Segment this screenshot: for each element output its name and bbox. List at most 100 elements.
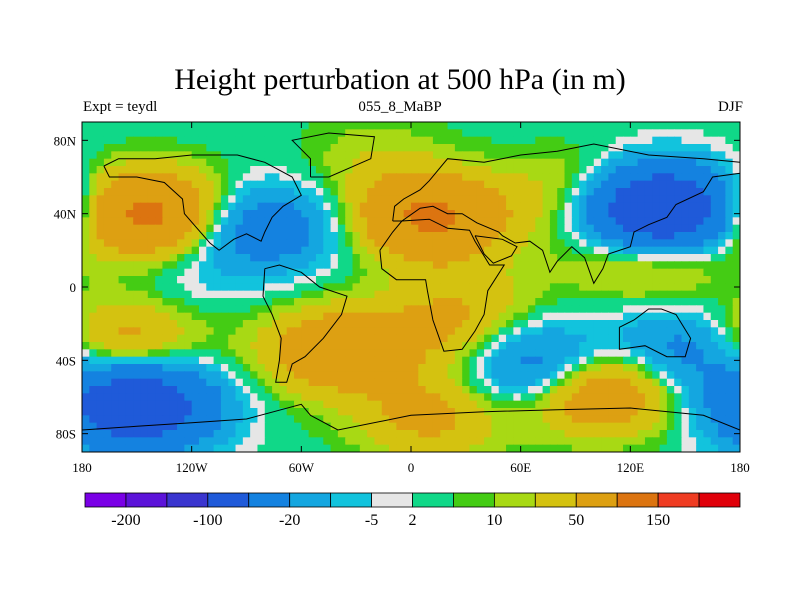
field-cell [133,268,142,277]
field-cell [725,239,734,248]
field-cell [147,232,156,240]
field-cell [103,224,112,233]
field-cell [608,400,617,409]
field-cell [710,415,719,424]
field-cell [330,188,339,196]
field-cell [447,400,456,409]
field-cell [220,378,229,387]
field-cell [403,400,412,409]
field-cell [374,224,383,233]
field-cell [228,312,237,321]
field-cell [118,122,127,130]
field-cell [257,415,266,424]
field-cell [674,400,683,409]
field-cell [118,268,127,277]
field-cell [469,283,478,292]
field-cell [257,371,266,380]
field-cell [345,393,354,402]
field-cell [323,232,332,240]
field-cell [659,422,668,431]
field-cell [703,195,712,204]
field-cell [177,129,185,138]
field-cell [82,334,90,343]
field-cell [710,136,719,145]
field-cell [513,400,522,409]
field-cell [301,254,310,262]
field-cell [367,166,376,174]
field-cell [557,320,566,328]
field-cell [345,246,354,255]
field-cell [191,239,200,248]
field-cell [301,312,310,321]
field-cell [323,210,332,218]
field-cell [264,430,273,438]
field-cell [155,268,164,277]
field-cell [250,386,259,394]
field-cell [337,364,346,372]
field-cell [411,129,419,138]
field-cell [674,364,683,372]
field-cell [257,305,266,314]
field-cell [235,122,244,130]
field-cell [725,202,734,211]
field-cell [476,364,485,372]
field-cell [206,188,215,196]
field-cell [272,305,280,314]
field-cell [557,408,566,416]
field-cell [681,298,690,306]
colorbar-swatch [371,492,413,508]
field-cell [447,371,456,380]
field-cell [718,378,726,387]
field-cell [476,371,485,380]
field-cell [652,342,661,350]
field-cell [381,430,390,438]
field-cell [447,393,456,402]
field-cell [732,312,740,321]
field-cell [264,283,273,292]
field-cell [579,129,588,138]
field-cell [206,144,215,152]
field-cell [162,312,171,321]
field-cell [228,122,237,130]
field-cell [527,312,536,321]
field-cell [111,151,120,160]
field-cell [623,444,631,452]
field-cell [666,437,675,446]
field-cell [381,180,390,189]
field-cell [644,224,653,233]
field-cell [447,312,456,321]
field-cell [586,437,595,446]
field-cell [725,210,734,218]
field-cell [213,334,222,343]
field-cell [403,232,412,240]
field-cell [213,312,222,321]
field-cell [564,386,573,394]
field-cell [374,408,383,416]
field-cell [527,283,536,292]
field-cell [469,290,478,299]
field-cell [206,305,215,314]
field-cell [220,334,229,343]
field-cell [169,136,178,145]
field-cell [403,246,412,255]
field-cell [571,158,580,167]
field-cell [630,349,639,358]
field-cell [272,158,280,167]
field-cell [630,298,639,306]
field-cell [491,246,500,255]
field-cell [696,305,705,314]
field-cell [630,400,639,409]
field-cell [696,246,705,255]
field-cell [323,349,332,358]
field-cell [718,334,726,343]
field-cell [140,415,149,424]
field-cell [571,298,580,306]
field-cell [549,246,558,255]
field-cell [389,136,397,145]
field-cell [198,188,207,196]
field-cell [718,400,726,409]
field-cell [542,151,551,160]
field-cell [725,408,734,416]
field-cell [513,342,522,350]
field-cell [162,202,171,211]
